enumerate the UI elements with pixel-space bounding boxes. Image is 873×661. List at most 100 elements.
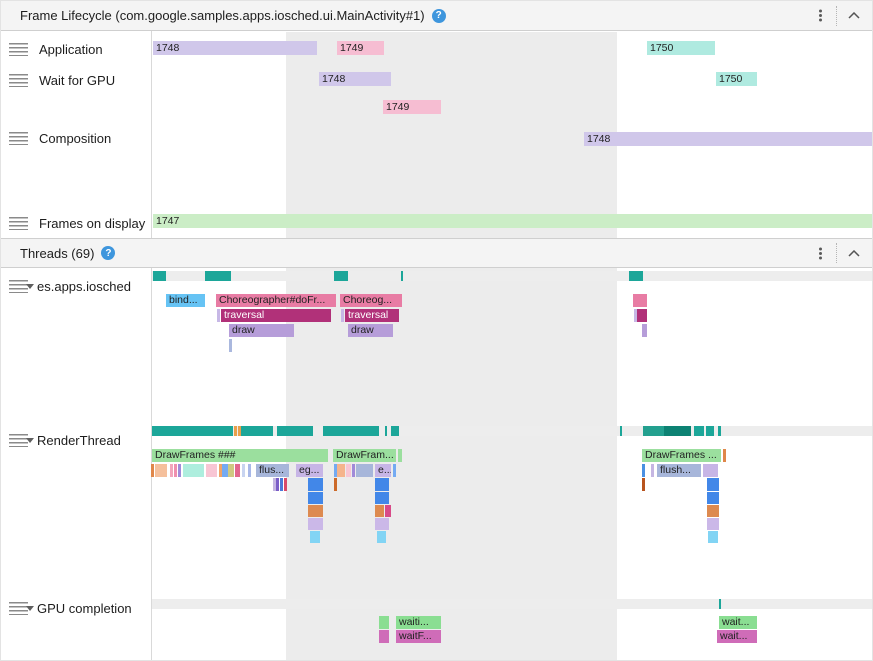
frame-gpu-1748[interactable]: 1748: [319, 72, 391, 86]
trace-block[interactable]: [308, 492, 323, 504]
trace-seg[interactable]: [393, 464, 396, 477]
trace-block[interactable]: [707, 492, 719, 504]
trace-wait[interactable]: wait...: [719, 616, 757, 629]
collapse-panel-icon[interactable]: [848, 12, 860, 19]
chevron-down-icon[interactable]: [26, 438, 34, 443]
trace-draw[interactable]: draw: [348, 324, 393, 337]
trace-bind[interactable]: bind...: [166, 294, 205, 307]
trace-block[interactable]: [385, 505, 391, 517]
trace-block[interactable]: [308, 505, 323, 517]
trace-wait[interactable]: [379, 616, 389, 629]
trace-seg[interactable]: [248, 464, 251, 477]
trace-seg[interactable]: [225, 464, 228, 477]
collapse-panel-icon[interactable]: [848, 249, 860, 257]
trace-choreographer[interactable]: [633, 294, 647, 307]
trace-seg[interactable]: [222, 464, 225, 477]
trace-draw[interactable]: draw: [229, 324, 294, 337]
trace-seg[interactable]: [174, 464, 177, 477]
trace-tick[interactable]: [280, 478, 283, 491]
frame-gpu-1749[interactable]: 1749: [383, 100, 441, 114]
trace-traversal[interactable]: [637, 309, 647, 322]
drag-handle-icon[interactable]: [9, 279, 28, 293]
trace-drawframes[interactable]: DrawFrames ###: [152, 449, 328, 462]
trace-choreographer[interactable]: Choreog...: [340, 294, 402, 307]
help-icon[interactable]: ?: [431, 8, 446, 23]
trace-seg[interactable]: [642, 464, 645, 477]
trace-tick[interactable]: [398, 449, 402, 462]
trace-block[interactable]: [375, 518, 389, 530]
trace-seg[interactable]: [151, 464, 154, 477]
trace-seg[interactable]: [170, 464, 173, 477]
trace-flush[interactable]: flush...: [657, 464, 701, 477]
frame-display-1747[interactable]: 1747: [153, 214, 872, 228]
trace-flush[interactable]: [356, 464, 373, 477]
trace-seg[interactable]: [346, 464, 351, 477]
trace-block[interactable]: [707, 518, 719, 530]
trace-block[interactable]: [310, 531, 320, 543]
trace-waitfences[interactable]: [379, 630, 389, 643]
drag-handle-icon[interactable]: [9, 42, 28, 56]
frame-app-1750[interactable]: 1750: [647, 41, 715, 55]
thread-state-strip[interactable]: [152, 599, 872, 609]
drag-handle-icon[interactable]: [9, 601, 28, 615]
frame-gpu-1750[interactable]: 1750: [716, 72, 757, 86]
trace-seg[interactable]: [651, 464, 654, 477]
trace-drawframes[interactable]: DrawFrames ...: [642, 449, 721, 462]
trace-tick[interactable]: [229, 339, 232, 352]
trace-seg[interactable]: [352, 464, 355, 477]
trace-tick[interactable]: [334, 478, 337, 491]
trace-traversal[interactable]: traversal: [221, 309, 331, 322]
frame-app-1748[interactable]: 1748: [153, 41, 317, 55]
trace-waitfences[interactable]: wait...: [717, 630, 757, 643]
trace-tick[interactable]: [217, 309, 220, 322]
trace-seg[interactable]: [219, 464, 222, 477]
trace-block[interactable]: [308, 478, 323, 491]
trace-egl[interactable]: e...: [375, 464, 391, 477]
drag-handle-icon[interactable]: [9, 433, 28, 447]
trace-seg[interactable]: [155, 464, 167, 477]
chevron-down-icon[interactable]: [26, 606, 34, 611]
trace-seg[interactable]: [242, 464, 245, 477]
trace-seg[interactable]: [228, 464, 234, 477]
trace-tick[interactable]: [723, 449, 726, 462]
drag-handle-icon[interactable]: [9, 216, 28, 230]
trace-seg[interactable]: [206, 464, 217, 477]
more-options-icon[interactable]: [812, 7, 828, 25]
trace-seg[interactable]: [183, 464, 204, 477]
trace-draw[interactable]: [642, 324, 647, 337]
trace-tick[interactable]: [341, 309, 344, 322]
thread-state-strip[interactable]: [152, 271, 872, 281]
trace-waitfences[interactable]: waitF...: [396, 630, 441, 643]
trace-block[interactable]: [707, 505, 719, 517]
trace-wait[interactable]: waiti...: [396, 616, 441, 629]
trace-block[interactable]: [375, 478, 389, 491]
trace-block[interactable]: [375, 492, 389, 504]
more-options-icon[interactable]: [812, 244, 828, 262]
trace-block[interactable]: [708, 531, 718, 543]
trace-drawframes[interactable]: DrawFram...: [333, 449, 396, 462]
trace-traversal[interactable]: traversal: [345, 309, 399, 322]
trace-tick[interactable]: [284, 478, 287, 491]
trace-tick[interactable]: [634, 309, 637, 322]
thread-state-strip[interactable]: [152, 426, 872, 436]
trace-egl[interactable]: [703, 464, 718, 477]
chevron-down-icon[interactable]: [26, 284, 34, 289]
trace-flush[interactable]: flus...: [256, 464, 289, 477]
trace-egl[interactable]: eg...: [296, 464, 323, 477]
trace-seg[interactable]: [337, 464, 345, 477]
drag-handle-icon[interactable]: [9, 131, 28, 145]
trace-tick[interactable]: [273, 478, 276, 491]
trace-tick[interactable]: [276, 478, 279, 491]
frame-app-1749[interactable]: 1749: [337, 41, 384, 55]
trace-seg[interactable]: [334, 464, 337, 477]
trace-block[interactable]: [308, 518, 323, 530]
trace-tick[interactable]: [642, 478, 645, 491]
frame-composition-1748[interactable]: 1748: [584, 132, 872, 146]
help-icon[interactable]: ?: [101, 246, 116, 260]
trace-block[interactable]: [375, 505, 384, 517]
trace-seg[interactable]: [235, 464, 240, 477]
trace-block[interactable]: [707, 478, 719, 491]
trace-choreographer[interactable]: Choreographer#doFr...: [216, 294, 336, 307]
drag-handle-icon[interactable]: [9, 73, 28, 87]
trace-block[interactable]: [377, 531, 386, 543]
